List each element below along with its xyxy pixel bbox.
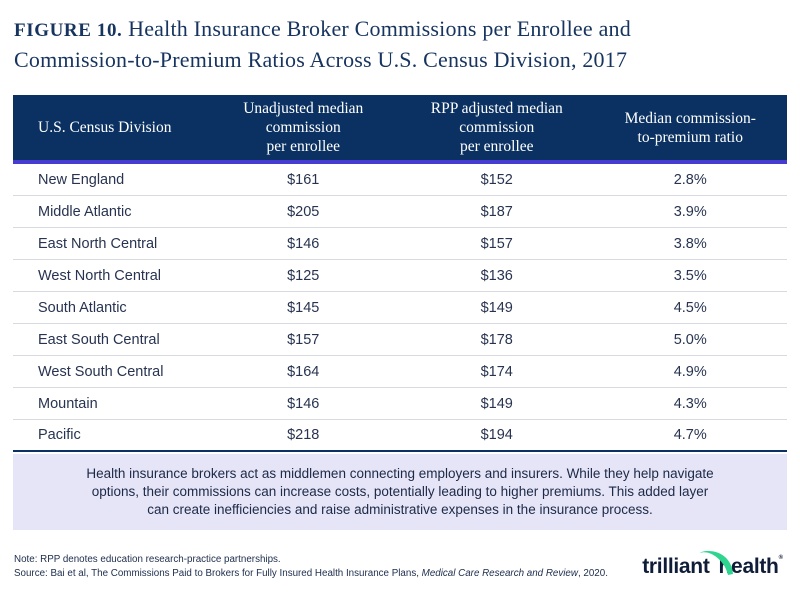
note-line: Note: RPP denotes education research-pra…: [14, 554, 281, 565]
cell-division: New England: [38, 171, 125, 188]
cell-division: East South Central: [38, 331, 160, 348]
cell-rpp: $149: [480, 299, 513, 316]
table-row: South Atlantic $145 $149 4.5%: [13, 292, 787, 324]
trilliant-health-logo: trilliant health®: [642, 551, 787, 579]
source-prefix: Source: Bai et al, The Commissions Paid …: [14, 568, 422, 579]
figure-title-line1: FIGURE 10. Health Insurance Broker Commi…: [14, 14, 786, 45]
cell-ratio: 4.7%: [673, 427, 707, 443]
table-header-row: U.S. Census Division Unadjusted median c…: [13, 95, 787, 160]
table-row: Pacific $218 $194 4.7%: [13, 420, 787, 452]
registered-mark: ®: [778, 555, 783, 561]
column-header-division: U.S. Census Division: [38, 119, 172, 136]
cell-unadjusted: $145: [287, 299, 320, 316]
footnotes: Note: RPP denotes education research-pra…: [14, 553, 642, 581]
cell-division: South Atlantic: [38, 299, 127, 316]
figure-title-line2: Commission-to-Premium Ratios Across U.S.…: [14, 47, 628, 72]
cell-rpp: $194: [480, 427, 513, 443]
cell-unadjusted: $205: [287, 203, 320, 220]
cell-division: Pacific: [38, 427, 81, 443]
cell-ratio: 5.0%: [673, 331, 707, 348]
cell-ratio: 3.5%: [673, 267, 707, 284]
table-body: New England $161 $152 2.8% Middle Atlant…: [13, 164, 787, 452]
cell-ratio: 4.9%: [673, 363, 707, 380]
cell-ratio: 3.9%: [673, 203, 707, 220]
cell-rpp: $178: [480, 331, 513, 348]
table-row: Mountain $146 $149 4.3%: [13, 388, 787, 420]
cell-rpp: $152: [480, 171, 513, 188]
figure-label: FIGURE 10.: [14, 20, 123, 41]
cell-rpp: $149: [480, 395, 513, 412]
logo-word-health: health: [718, 555, 779, 578]
column-header-rpp-adjusted: RPP adjusted median commission per enrol…: [430, 100, 563, 155]
table-row: East South Central $157 $178 5.0%: [13, 324, 787, 356]
callout-box: Health insurance brokers act as middleme…: [13, 454, 787, 530]
cell-division: Middle Atlantic: [38, 203, 132, 220]
cell-division: Mountain: [38, 395, 98, 412]
cell-unadjusted: $161: [287, 171, 320, 188]
cell-ratio: 2.8%: [673, 171, 707, 188]
cell-ratio: 4.3%: [673, 395, 707, 412]
cell-unadjusted: $164: [287, 363, 320, 380]
cell-unadjusted: $218: [287, 427, 320, 443]
figure-title: FIGURE 10. Health Insurance Broker Commi…: [0, 0, 800, 74]
figure-title-text: Health Insurance Broker Commissions per …: [128, 16, 631, 41]
cell-division: West South Central: [38, 363, 164, 380]
table-row: East North Central $146 $157 3.8%: [13, 228, 787, 260]
table-row: West South Central $164 $174 4.9%: [13, 356, 787, 388]
cell-ratio: 4.5%: [673, 299, 707, 316]
source-journal: Medical Care Research and Review: [421, 568, 578, 579]
cell-division: West North Central: [38, 267, 162, 284]
cell-unadjusted: $146: [287, 235, 320, 252]
cell-rpp: $174: [480, 363, 513, 380]
cell-rpp: $136: [480, 267, 513, 284]
cell-ratio: 3.8%: [673, 235, 707, 252]
cell-division: East North Central: [38, 235, 158, 252]
source-suffix: , 2020.: [577, 568, 608, 579]
logo-word-trilliant: trilliant: [642, 555, 710, 578]
column-header-unadjusted: Unadjusted median commission per enrolle…: [243, 100, 364, 155]
cell-unadjusted: $125: [287, 267, 320, 284]
table-row: West North Central $125 $136 3.5%: [13, 260, 787, 292]
commissions-table: U.S. Census Division Unadjusted median c…: [13, 95, 787, 452]
cell-rpp: $157: [480, 235, 513, 252]
footer: Note: RPP denotes education research-pra…: [14, 551, 787, 581]
column-header-ratio: Median commission- to-premium ratio: [624, 109, 756, 146]
cell-rpp: $187: [480, 203, 513, 220]
table-row: Middle Atlantic $205 $187 3.9%: [13, 196, 787, 228]
cell-unadjusted: $146: [287, 395, 320, 412]
header-accent-line: [13, 160, 787, 164]
table-row: New England $161 $152 2.8%: [13, 164, 787, 196]
source-line: Source: Bai et al, The Commissions Paid …: [14, 567, 642, 581]
cell-unadjusted: $157: [287, 331, 320, 348]
